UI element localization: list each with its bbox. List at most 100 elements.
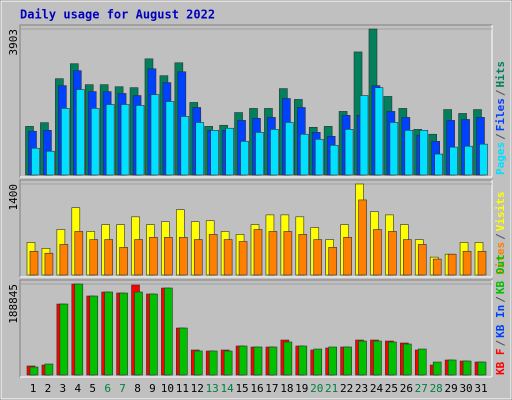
bar bbox=[193, 239, 203, 276]
bar bbox=[374, 87, 384, 176]
y-tick-label: 3903 bbox=[7, 29, 20, 56]
bar bbox=[449, 146, 458, 176]
bar bbox=[432, 361, 442, 376]
bar bbox=[179, 327, 188, 376]
bar bbox=[104, 291, 113, 376]
bar bbox=[29, 366, 39, 376]
bar bbox=[150, 94, 160, 176]
bar bbox=[253, 346, 263, 376]
bar bbox=[164, 287, 173, 376]
x-tick-label: 17 bbox=[265, 382, 278, 395]
bar bbox=[419, 129, 429, 176]
bar bbox=[479, 143, 488, 176]
legend-separator: / bbox=[494, 340, 507, 347]
bar bbox=[313, 239, 323, 276]
x-tick-label: 27 bbox=[415, 382, 428, 395]
x-tick-label: 23 bbox=[355, 382, 368, 395]
bar bbox=[180, 116, 190, 176]
bar bbox=[134, 291, 143, 376]
chart-title: Daily usage for August 2022 bbox=[20, 8, 215, 22]
bar bbox=[299, 133, 309, 176]
x-tick-label: 3 bbox=[60, 382, 67, 395]
bar bbox=[149, 237, 158, 276]
bar bbox=[90, 108, 100, 176]
bar bbox=[268, 231, 278, 276]
bar bbox=[358, 199, 367, 276]
bar bbox=[74, 231, 84, 276]
bar bbox=[417, 348, 427, 376]
x-tick-label: 21 bbox=[325, 382, 338, 395]
bar bbox=[195, 122, 205, 176]
x-tick-label: 26 bbox=[400, 382, 413, 395]
bar bbox=[119, 292, 128, 376]
legend-label: KB Out bbox=[494, 254, 507, 294]
bar bbox=[328, 346, 337, 376]
x-tick-label: 28 bbox=[430, 382, 443, 395]
x-tick-label: 13 bbox=[206, 382, 219, 395]
bar bbox=[298, 345, 308, 376]
bar bbox=[328, 247, 337, 276]
bar bbox=[403, 343, 412, 376]
legend-label: Files bbox=[494, 98, 507, 131]
x-tick-label: 18 bbox=[280, 382, 293, 395]
bar bbox=[388, 231, 397, 276]
x-tick-label: 1 bbox=[30, 382, 37, 395]
bar bbox=[179, 237, 188, 276]
bar bbox=[120, 104, 130, 176]
bar bbox=[314, 138, 324, 176]
bar bbox=[135, 105, 145, 176]
bar bbox=[76, 89, 85, 176]
bar bbox=[223, 350, 233, 376]
legend-separator: / bbox=[494, 89, 507, 96]
bar bbox=[268, 346, 278, 376]
x-tick-label: 29 bbox=[445, 382, 458, 395]
bar bbox=[373, 229, 382, 276]
bar bbox=[477, 361, 487, 376]
bar bbox=[373, 340, 382, 376]
bar bbox=[283, 231, 293, 276]
legend-separator: / bbox=[494, 133, 507, 140]
bar bbox=[149, 293, 158, 376]
legend-label: Sites bbox=[494, 242, 507, 275]
x-tick-label: 19 bbox=[295, 382, 308, 395]
bar bbox=[434, 153, 444, 176]
x-tick-label: 31 bbox=[474, 382, 487, 395]
legend-label: Visits bbox=[494, 192, 507, 232]
bar bbox=[223, 239, 233, 276]
bar bbox=[417, 244, 427, 276]
bar bbox=[225, 127, 234, 176]
bar bbox=[270, 129, 279, 176]
bar bbox=[165, 101, 175, 176]
bar bbox=[343, 346, 352, 376]
bar bbox=[358, 340, 367, 376]
bar bbox=[253, 229, 263, 276]
x-tick-label: 8 bbox=[134, 382, 141, 395]
bar bbox=[283, 341, 293, 376]
bar bbox=[462, 360, 472, 376]
bar bbox=[255, 132, 264, 176]
x-tick-label: 10 bbox=[161, 382, 174, 395]
bar bbox=[344, 129, 354, 176]
bar bbox=[403, 239, 412, 276]
bar bbox=[343, 237, 352, 276]
x-tick-label: 4 bbox=[74, 382, 81, 395]
bar bbox=[464, 145, 473, 176]
x-tick-label: 20 bbox=[310, 382, 323, 395]
x-tick-label: 14 bbox=[221, 382, 235, 395]
bar bbox=[447, 253, 457, 276]
bar bbox=[313, 348, 323, 376]
x-tick-label: 6 bbox=[104, 382, 111, 395]
legend-separator: / bbox=[494, 296, 507, 303]
bar bbox=[105, 104, 115, 176]
bar bbox=[89, 239, 99, 276]
bar bbox=[59, 244, 69, 276]
y-tick-label: 1400 bbox=[7, 184, 20, 211]
legend-label: Hits bbox=[494, 61, 507, 88]
legend-label: Pages bbox=[494, 142, 507, 175]
bar bbox=[240, 141, 249, 176]
bar bbox=[359, 95, 369, 176]
bar bbox=[59, 303, 69, 376]
legend-label: KB F bbox=[494, 349, 507, 376]
bar bbox=[389, 122, 399, 176]
